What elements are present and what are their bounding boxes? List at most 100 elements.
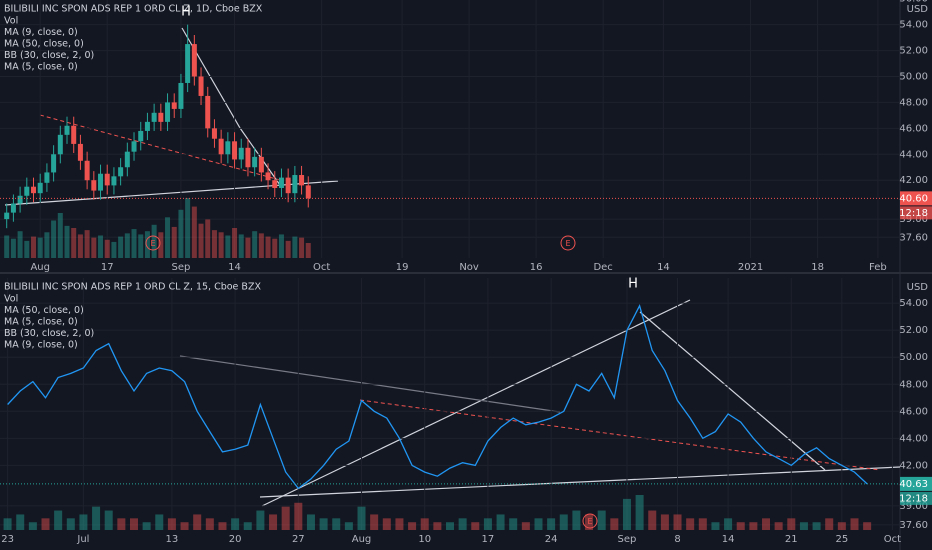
x-tick-label: Jul xyxy=(76,534,89,545)
volume-bar xyxy=(258,233,264,258)
volume-bar xyxy=(269,514,278,530)
volume-bar xyxy=(319,518,328,530)
candle-body xyxy=(144,121,150,131)
candle-body xyxy=(211,128,217,139)
y-tick-label: 50.00 xyxy=(899,71,928,82)
countdown-box xyxy=(900,491,932,505)
y-tick-label: 52.00 xyxy=(899,46,928,57)
candle-body xyxy=(165,102,171,122)
volume-bar xyxy=(16,514,25,530)
volume-bar xyxy=(185,198,191,258)
trendline xyxy=(181,27,241,129)
volume-bar xyxy=(825,518,834,530)
candle-body xyxy=(138,130,144,142)
volume-bar xyxy=(129,518,138,530)
candle-body xyxy=(111,176,117,186)
volume-bar xyxy=(17,231,23,258)
candle-body xyxy=(278,177,284,188)
earnings-marker xyxy=(560,235,576,251)
x-tick-label: Sep xyxy=(172,262,191,273)
volume-bar xyxy=(408,522,417,530)
candle-body xyxy=(285,177,291,194)
x-tick-label: Dec xyxy=(593,262,612,273)
volume-bar xyxy=(272,238,278,258)
candle-body xyxy=(185,44,191,83)
y-tick-label: 39.00 xyxy=(899,501,928,512)
volume-bar xyxy=(471,522,480,530)
volume-bar xyxy=(238,234,244,258)
y-tick-label: 46.00 xyxy=(899,123,928,134)
volume-bar xyxy=(57,213,63,258)
y-tick-label: 46.00 xyxy=(899,406,928,417)
volume-bar xyxy=(211,230,217,258)
volume-bar xyxy=(231,518,240,530)
candle-body xyxy=(17,195,23,204)
x-tick-label: Oct xyxy=(313,262,330,273)
volume-bar xyxy=(193,514,202,530)
volume-bar xyxy=(91,237,97,258)
candle-body xyxy=(44,172,50,183)
currency-label: USD xyxy=(907,282,929,293)
volume-bar xyxy=(138,234,144,258)
volume-bar xyxy=(711,522,720,530)
volume-bar xyxy=(155,514,164,530)
indicator-label: MA (5, close, 0) xyxy=(4,317,78,328)
volume-bar xyxy=(585,514,594,530)
candle-body xyxy=(245,147,251,168)
volume-bar xyxy=(673,514,682,530)
volume-bar xyxy=(597,510,606,530)
volume-bar xyxy=(509,518,518,530)
x-tick-label: Nov xyxy=(459,262,479,273)
volume-bar xyxy=(71,228,77,258)
y-tick-label: 56.00 xyxy=(899,0,928,5)
volume-bar xyxy=(64,225,70,258)
volume-bar xyxy=(698,518,707,530)
indicator-label: MA (50, close, 0) xyxy=(4,305,84,316)
x-tick-label: 2021 xyxy=(738,262,763,273)
x-tick-label: 24 xyxy=(545,534,558,545)
volume-bar xyxy=(292,236,298,258)
volume-bar xyxy=(305,243,311,258)
volume-bar xyxy=(37,237,43,258)
trendline xyxy=(239,127,281,186)
volume-bar xyxy=(178,209,184,258)
volume-bar xyxy=(610,518,619,530)
volume-bar xyxy=(446,522,454,530)
x-tick-label: 13 xyxy=(166,534,179,545)
volume-bar xyxy=(256,510,265,530)
candle-body xyxy=(272,180,278,188)
volume-bar xyxy=(265,236,271,258)
trendline xyxy=(261,299,691,507)
volume-bar xyxy=(762,518,771,530)
volume-bar xyxy=(3,518,12,530)
volume-bar xyxy=(51,220,57,258)
volume-bar xyxy=(635,495,644,530)
volume-bar xyxy=(10,238,16,258)
earnings-label: E xyxy=(150,239,155,248)
volume-bar xyxy=(225,235,231,258)
x-tick-label: 8 xyxy=(674,534,680,545)
volume-bar xyxy=(4,235,10,258)
candle-body xyxy=(104,173,110,186)
volume-bar xyxy=(572,510,581,530)
candle-body xyxy=(205,95,211,129)
candle-body xyxy=(24,186,30,196)
candle-body xyxy=(84,160,90,181)
x-tick-label: 10 xyxy=(418,534,431,545)
volume-bar xyxy=(660,514,669,530)
volume-bar xyxy=(281,506,290,530)
x-tick-label: 21 xyxy=(785,534,798,545)
candle-body xyxy=(258,156,264,173)
y-tick-label: 42.00 xyxy=(899,460,928,471)
candle-body xyxy=(77,143,83,161)
volume-bar xyxy=(243,522,252,530)
candle-body xyxy=(292,175,298,194)
volume-bar xyxy=(167,518,176,530)
volume-bar xyxy=(458,518,467,530)
earnings-marker xyxy=(582,513,598,529)
candle-body xyxy=(118,167,124,177)
x-tick-label: 23 xyxy=(1,534,14,545)
last-price-box xyxy=(900,191,932,206)
last-price-box xyxy=(900,476,932,491)
